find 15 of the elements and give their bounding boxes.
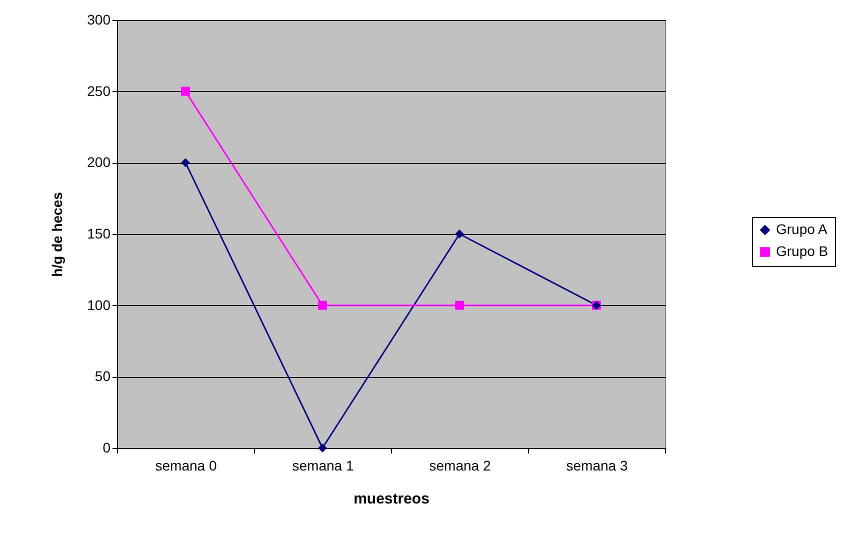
y-tick-label: 100 — [87, 296, 111, 313]
x-tick-label: semana 0 — [155, 458, 217, 474]
legend-label: Grupo B — [776, 243, 828, 259]
x-tick-label: semana 1 — [292, 458, 354, 474]
y-tick-label: 250 — [87, 82, 111, 99]
y-tick-label: 0 — [102, 440, 111, 456]
legend-label: Grupo A — [776, 221, 828, 237]
y-tick-label: 200 — [87, 154, 111, 170]
x-tick-label: semana 3 — [566, 458, 628, 474]
y-tick-label: 50 — [94, 368, 111, 384]
y-axis-title: h/g de heces — [49, 192, 66, 277]
y-tick-label: 300 — [87, 12, 111, 28]
x-tick-label: semana 2 — [429, 458, 491, 474]
x-axis-title: muestreos — [354, 490, 430, 508]
y-tick-label: 150 — [87, 226, 111, 242]
